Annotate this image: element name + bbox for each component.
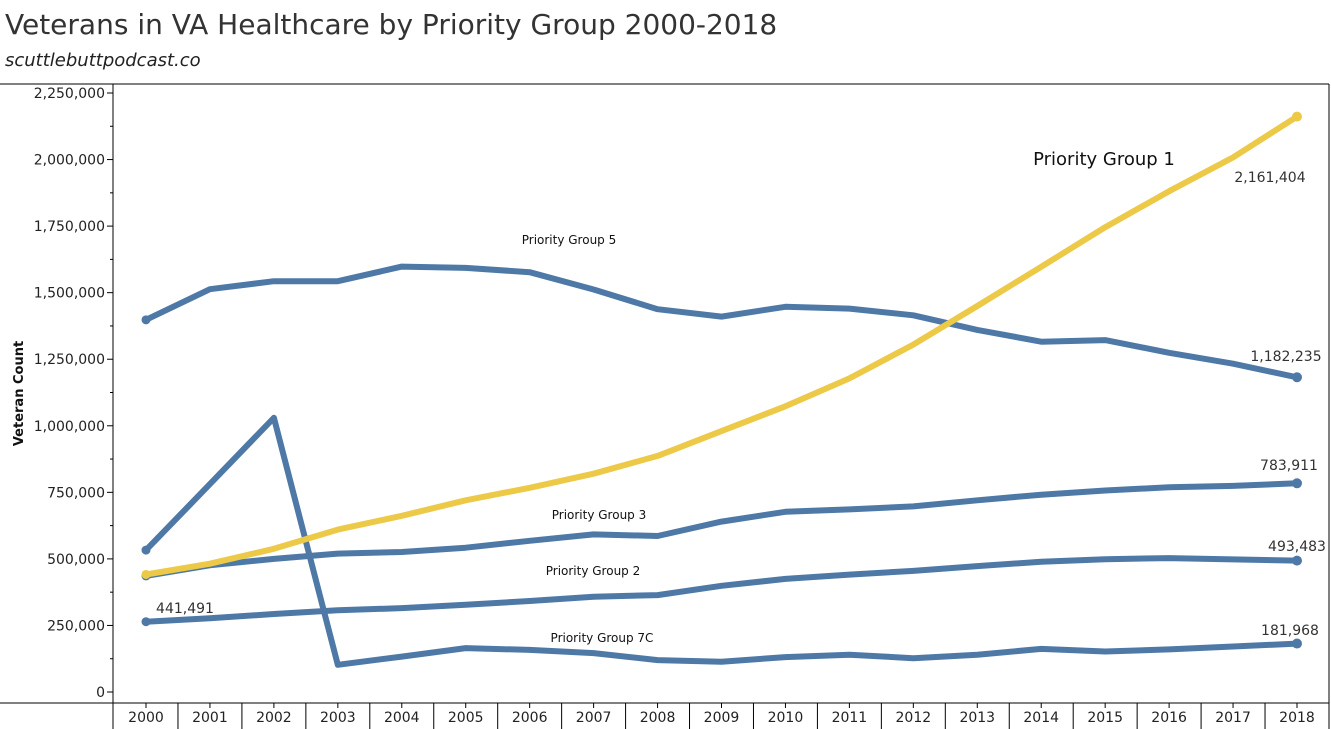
data-label: 783,911 xyxy=(1260,458,1318,474)
series-annotation: Priority Group 5 xyxy=(522,233,617,247)
data-label: 2,161,404 xyxy=(1234,170,1305,186)
y-tick-label: 2,250,000 xyxy=(34,86,105,102)
series-annotation: Priority Group 7C xyxy=(551,631,654,645)
series-start-point xyxy=(141,617,151,627)
x-tick-label: 2000 xyxy=(128,710,164,726)
x-tick-label: 2015 xyxy=(1087,710,1123,726)
series-start-point xyxy=(141,569,151,579)
x-tick-label: 2003 xyxy=(320,710,356,726)
series-annotation: Priority Group 1 xyxy=(1033,149,1175,170)
series-start-point xyxy=(141,315,151,325)
x-tick-label: 2011 xyxy=(832,710,868,726)
y-tick-label: 1,500,000 xyxy=(34,286,105,302)
series-end-point xyxy=(1292,372,1302,383)
y-tick-label: 1,250,000 xyxy=(34,352,105,368)
series-line-priority-group-2 xyxy=(143,555,1300,625)
series-start-point xyxy=(141,545,151,555)
x-tick-label: 2004 xyxy=(384,710,420,726)
series-end-point xyxy=(1292,478,1302,489)
y-tick-label: 1,750,000 xyxy=(34,219,105,235)
chart-axes: 0 250,000 500,000 750,000 1,000,000 1,250,000… xyxy=(0,83,1330,729)
chart-title: Veterans in VA Healthcare by Priority Gr… xyxy=(5,8,778,41)
series-end-point xyxy=(1292,555,1302,566)
series-annotation: Priority Group 3 xyxy=(552,508,647,522)
x-tick-label: 2006 xyxy=(512,710,548,726)
x-tick-label: 2008 xyxy=(640,710,676,726)
y-tick-label: 0 xyxy=(96,685,105,701)
x-tick-label: 2012 xyxy=(896,710,932,726)
series-line-priority-group-5 xyxy=(143,263,1300,381)
x-tick-label: 2016 xyxy=(1151,710,1187,726)
chart-subtitle: scuttlebuttpodcast.co xyxy=(5,50,201,71)
x-tick-label: 2013 xyxy=(959,710,995,726)
x-tick-label: 2017 xyxy=(1215,710,1251,726)
x-tick-label: 2007 xyxy=(576,710,612,726)
data-label: 441,491 xyxy=(156,601,214,617)
x-tick-label: 2001 xyxy=(192,710,228,726)
chart-labels: Priority Group 1 Priority Group 5 Priority… xyxy=(156,149,1326,645)
x-tick-label: 2009 xyxy=(704,710,740,726)
y-tick-label: 1,000,000 xyxy=(34,419,105,435)
series-line-priority-group-7c xyxy=(143,414,1300,668)
x-tick-label: 2005 xyxy=(448,710,484,726)
chart-series xyxy=(141,111,1302,668)
series-end-point xyxy=(1292,638,1302,649)
series-line-priority-group-3 xyxy=(143,480,1300,579)
data-label: 1,182,235 xyxy=(1250,349,1321,365)
series-annotation: Priority Group 2 xyxy=(546,564,641,578)
y-tick-label: 750,000 xyxy=(47,485,105,501)
series-end-point xyxy=(1292,111,1302,122)
y-tick-label: 250,000 xyxy=(47,618,105,634)
series-line-priority-group-1 xyxy=(143,113,1300,578)
x-tick-label: 2018 xyxy=(1279,710,1315,726)
data-label: 493,483 xyxy=(1268,539,1326,555)
x-tick-label: 2014 xyxy=(1023,710,1059,726)
y-axis-title: Veteran Count xyxy=(12,341,27,446)
y-tick-label: 500,000 xyxy=(47,552,105,568)
x-tick-label: 2002 xyxy=(256,710,292,726)
data-label: 181,968 xyxy=(1261,623,1319,639)
x-tick-label: 2010 xyxy=(768,710,804,726)
y-tick-label: 2,000,000 xyxy=(34,153,105,169)
